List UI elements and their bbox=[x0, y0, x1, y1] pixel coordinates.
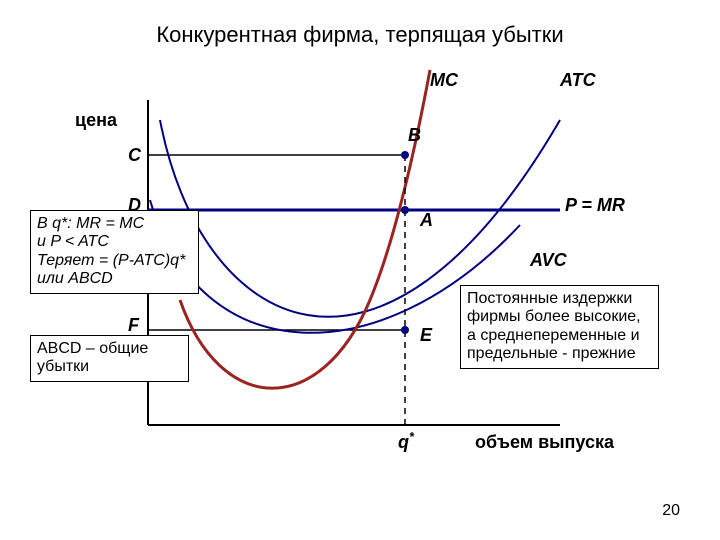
label-a: A bbox=[420, 210, 433, 231]
point-b bbox=[401, 151, 409, 159]
annotation-box-1: В q*: MR = MCи P < ATCТеряет = (P-ATC)q*… bbox=[30, 210, 199, 294]
label-mc: MC bbox=[430, 70, 458, 91]
label-c: C bbox=[128, 145, 141, 166]
annotation-box-2: ABCD – общие убытки bbox=[30, 335, 189, 382]
label-b: B bbox=[408, 125, 421, 146]
chart-title: Конкурентная фирма, терпящая убытки bbox=[0, 22, 720, 48]
label-atc: ATC bbox=[560, 70, 596, 91]
annotation-box-3: Постоянные издержки фирмы более высокие,… bbox=[460, 285, 659, 369]
label-pmr: P = MR bbox=[565, 195, 625, 216]
label-avc: AVC bbox=[530, 250, 567, 271]
label-e: E bbox=[420, 325, 432, 346]
point-a bbox=[401, 206, 409, 214]
label-price: цена bbox=[75, 110, 117, 131]
label-q: q* bbox=[398, 430, 414, 453]
label-output: объем выпуска bbox=[475, 432, 614, 453]
mc-curve bbox=[180, 70, 430, 388]
point-e bbox=[401, 326, 409, 334]
page-number: 20 bbox=[662, 502, 680, 520]
label-f: F bbox=[128, 315, 139, 336]
